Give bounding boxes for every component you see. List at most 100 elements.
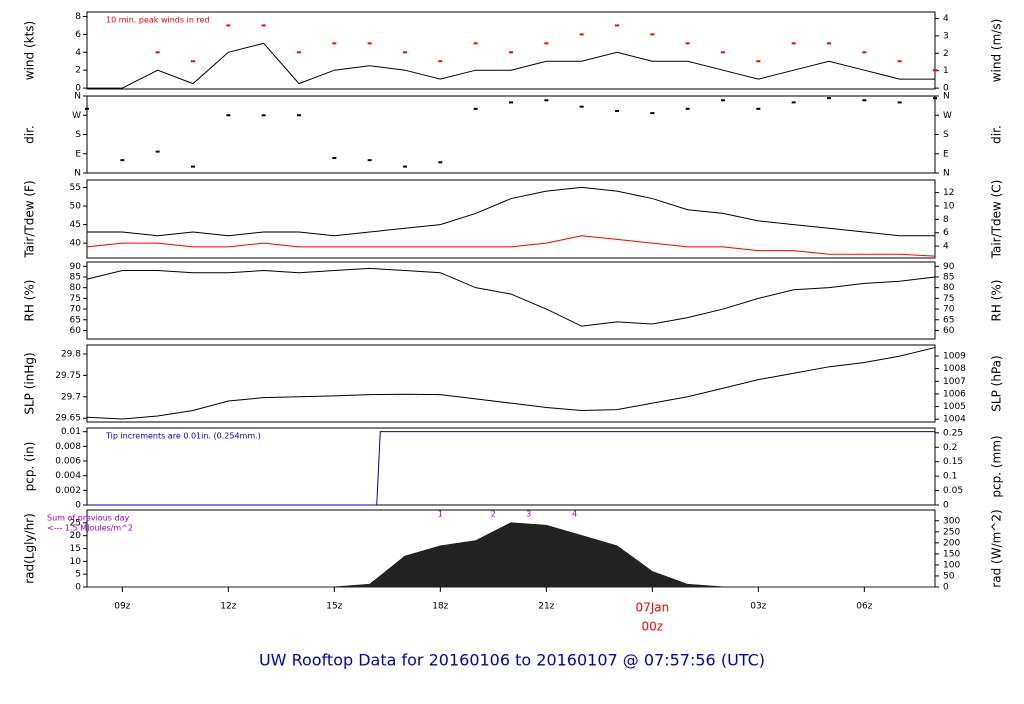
- x-tick-label: 12z: [220, 602, 236, 612]
- y2-tick-label: 100: [943, 560, 960, 570]
- panel-frame: [86, 427, 936, 506]
- data-line: [86, 347, 936, 420]
- y-axis-title: dir.: [23, 125, 37, 144]
- y-tick-label: 29.7: [61, 392, 81, 402]
- y-tick-label: 70: [70, 305, 82, 315]
- y2-tick-label: 6: [943, 228, 949, 238]
- y2-tick-label: 0: [943, 583, 949, 593]
- page-title: UW Rooftop Data for 20160106 to 20160107…: [259, 651, 765, 670]
- y-tick-label: 10: [70, 557, 82, 567]
- period-marker: 2: [491, 510, 496, 519]
- period-marker: 1: [438, 510, 443, 519]
- data-area: [87, 522, 935, 588]
- y-tick-label: 4: [75, 48, 81, 58]
- y2-axis-title: rad (W/m^2): [990, 509, 1004, 587]
- y2-tick-label: N: [943, 92, 950, 102]
- panel-frame: [86, 261, 936, 340]
- y-tick-label: 0.006: [55, 457, 81, 467]
- panel-frame: [86, 11, 936, 90]
- y2-tick-label: 80: [943, 283, 955, 293]
- y2-tick-label: 300: [943, 516, 960, 526]
- y2-tick-label: 250: [943, 527, 960, 537]
- y2-tick-label: 1005: [943, 402, 966, 412]
- y-tick-label: 75: [70, 294, 81, 304]
- y-tick-label: 65: [70, 315, 81, 325]
- period-marker: 4: [572, 510, 577, 519]
- y-tick-label: N: [74, 169, 81, 179]
- panel-frame: [86, 179, 936, 259]
- y2-axis-title: pcp. (mm): [990, 435, 1004, 497]
- period-marker: 3: [526, 510, 531, 519]
- y-tick-label: 25: [70, 518, 81, 528]
- x-tick-label: 03z: [750, 602, 766, 612]
- y2-tick-label: 0.15: [943, 457, 963, 467]
- y-tick-label: 29.75: [55, 371, 81, 381]
- y2-tick-label: 1: [943, 66, 949, 76]
- y2-tick-label: 0.05: [943, 486, 963, 496]
- y-tick-label: S: [75, 130, 81, 140]
- y-tick-label: 80: [70, 283, 82, 293]
- y2-tick-label: 70: [943, 305, 955, 315]
- y2-axis-title: dir.: [990, 125, 1004, 144]
- y2-tick-label: 12: [943, 188, 954, 198]
- y-tick-label: 15: [70, 544, 81, 554]
- data-line: [87, 186, 935, 237]
- y2-tick-label: 1004: [943, 415, 966, 425]
- x-tick-label: 09z: [114, 602, 130, 612]
- y-tick-label: 0.004: [55, 471, 81, 481]
- y2-tick-label: 4: [943, 242, 949, 252]
- data-line: [86, 267, 936, 327]
- y-axis-title: RH (%): [23, 280, 37, 322]
- y-tick-label: 0: [75, 501, 81, 511]
- y2-tick-label: 0: [943, 501, 949, 511]
- y2-tick-label: 90: [943, 262, 955, 272]
- y-tick-label: 0.01: [61, 427, 81, 437]
- y2-axis-title: RH (%): [990, 280, 1004, 322]
- x-tick-label: 06z: [856, 602, 872, 612]
- y-tick-label: 0.008: [55, 442, 81, 452]
- y2-tick-label: 65: [943, 315, 954, 325]
- y2-tick-label: 85: [943, 272, 954, 282]
- data-line: [87, 42, 935, 89]
- y2-tick-label: 200: [943, 538, 960, 548]
- y2-tick-label: E: [943, 149, 949, 159]
- panel-frame: [86, 344, 936, 423]
- y-tick-label: W: [72, 111, 81, 121]
- x-tick-label: 21z: [538, 602, 554, 612]
- panel-frame: [86, 95, 936, 174]
- y-tick-label: 40: [70, 239, 82, 249]
- y-tick-label: 6: [75, 30, 81, 40]
- y2-tick-label: 1006: [943, 389, 966, 399]
- y2-tick-label: 1009: [943, 352, 966, 362]
- y2-tick-label: 0.2: [943, 443, 957, 453]
- y2-tick-label: 1008: [943, 364, 966, 374]
- y-tick-label: 5: [75, 570, 81, 580]
- y-tick-label: 55: [70, 183, 81, 193]
- y2-tick-label: 60: [943, 326, 955, 336]
- y2-axis-title: Tair/Tdew (C): [990, 180, 1004, 260]
- y-tick-label: 0.002: [55, 486, 81, 496]
- annotation: <--- 1.5 MJoules/m^2: [47, 524, 133, 533]
- y-axis-title: SLP (inHg): [23, 352, 37, 414]
- y2-tick-label: 3: [943, 31, 949, 41]
- annotation: 10 min. peak winds in red: [106, 16, 210, 25]
- y2-tick-label: 75: [943, 294, 954, 304]
- y2-tick-label: 0.1: [943, 472, 957, 482]
- data-line: [87, 431, 935, 506]
- y2-tick-label: S: [943, 130, 949, 140]
- annotation: Sum of previous day: [47, 514, 129, 523]
- y-tick-label: 45: [70, 220, 81, 230]
- y-tick-label: 29.8: [61, 349, 81, 359]
- y-axis-title: wind (kts): [23, 21, 37, 80]
- y2-tick-label: 1007: [943, 377, 966, 387]
- y-tick-label: 0: [75, 583, 81, 593]
- y-tick-label: 2: [75, 66, 81, 76]
- y-tick-label: 8: [75, 12, 81, 22]
- y2-tick-label: 8: [943, 215, 949, 225]
- date-label: 07Jan: [635, 601, 669, 615]
- y2-tick-label: 4: [943, 14, 949, 24]
- x-tick-label: 00z: [642, 620, 664, 634]
- y2-axis-title: SLP (hPa): [990, 355, 1004, 411]
- y-axis-title: Tair/Tdew (F): [23, 180, 37, 258]
- x-tick-label: 18z: [432, 602, 448, 612]
